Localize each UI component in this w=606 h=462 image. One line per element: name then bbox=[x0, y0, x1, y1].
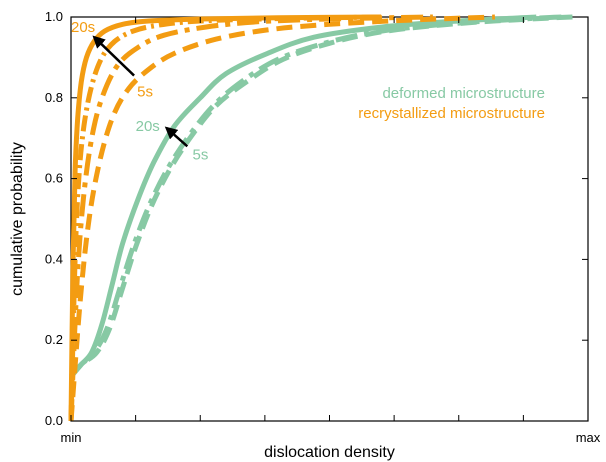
time-label-deformed: 20s bbox=[136, 118, 160, 135]
series-line-recrystallized-dashdot bbox=[68, 14, 433, 422]
series-line-recrystallized-dashdot-fine bbox=[68, 14, 382, 422]
series-line-recrystallized-dashed bbox=[68, 14, 495, 422]
time-label-recrystallized: 5s bbox=[137, 84, 153, 101]
y-axis-title: cumulative probability bbox=[9, 142, 26, 296]
x-tick-label: max bbox=[576, 430, 601, 445]
x-axis-title: dislocation density bbox=[264, 444, 395, 461]
legend: deformed microstructure recrystallized mi… bbox=[358, 85, 545, 122]
time-arrow bbox=[164, 126, 189, 148]
time-label-deformed: 5s bbox=[192, 146, 208, 163]
x-tick-label: min bbox=[61, 430, 82, 445]
legend-entry: deformed microstructure bbox=[382, 85, 545, 102]
y-tick-label: 0.8 bbox=[45, 90, 63, 105]
series-layer bbox=[68, 14, 573, 422]
y-tick-label: 0.0 bbox=[45, 413, 63, 428]
axes-layer: 0.0 0.2 0.4 0.6 0.8 1.0 min max bbox=[45, 9, 601, 445]
series-line-deformed-solid bbox=[69, 14, 537, 379]
y-tick-label: 1.0 bbox=[45, 9, 63, 24]
y-tick-label: 0.6 bbox=[45, 171, 63, 186]
y-tick-label: 0.4 bbox=[45, 251, 63, 266]
y-tick-label: 0.2 bbox=[45, 332, 63, 347]
annotation-layer: 20s 5s 20s 5s bbox=[71, 19, 208, 163]
time-arrow bbox=[92, 35, 135, 77]
plot-area: 0.0 0.2 0.4 0.6 0.8 1.0 min max 20s 5s 20s 5s defo… bbox=[45, 9, 601, 445]
time-label-recrystallized: 20s bbox=[71, 19, 95, 36]
series-line-deformed-dashed bbox=[69, 14, 573, 379]
legend-entry: recrystallized microstructure bbox=[358, 105, 545, 122]
series-line-recrystallized-solid bbox=[68, 14, 382, 422]
